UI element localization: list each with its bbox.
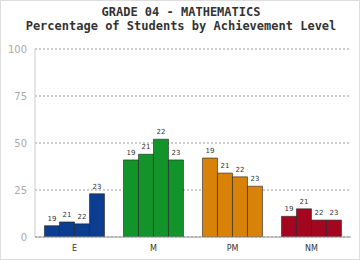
svg-text:22: 22 <box>236 166 245 174</box>
svg-text:22: 22 <box>315 209 324 217</box>
svg-text:23: 23 <box>93 183 102 191</box>
svg-text:NM: NM <box>305 244 318 253</box>
svg-text:21: 21 <box>221 162 230 170</box>
svg-text:21: 21 <box>142 143 151 151</box>
svg-text:21: 21 <box>300 198 309 206</box>
svg-text:19: 19 <box>206 147 215 155</box>
svg-text:75: 75 <box>14 91 27 102</box>
svg-text:22: 22 <box>78 213 87 221</box>
svg-text:19: 19 <box>48 215 57 223</box>
svg-text:19: 19 <box>285 205 294 213</box>
svg-text:100: 100 <box>8 44 27 55</box>
svg-text:M: M <box>150 244 157 253</box>
svg-text:19: 19 <box>127 149 136 157</box>
svg-text:21: 21 <box>63 211 72 219</box>
svg-text:PM: PM <box>227 244 239 253</box>
html-text:Percentage of Students by Achi: Percentage of Students by Achievement Le… <box>25 19 337 33</box>
svg-text:E: E <box>72 244 77 253</box>
svg-text:23: 23 <box>251 175 260 183</box>
svg-text:50: 50 <box>14 138 27 149</box>
svg-text:23: 23 <box>330 209 339 217</box>
svg-text:25: 25 <box>14 185 27 196</box>
svg-text:0: 0 <box>21 232 27 243</box>
html-text:GRADE 04 - MATHEMATICS: GRADE 04 - MATHEMATICS <box>101 5 261 19</box>
svg-text:23: 23 <box>172 149 181 157</box>
svg-text:22: 22 <box>157 128 166 136</box>
